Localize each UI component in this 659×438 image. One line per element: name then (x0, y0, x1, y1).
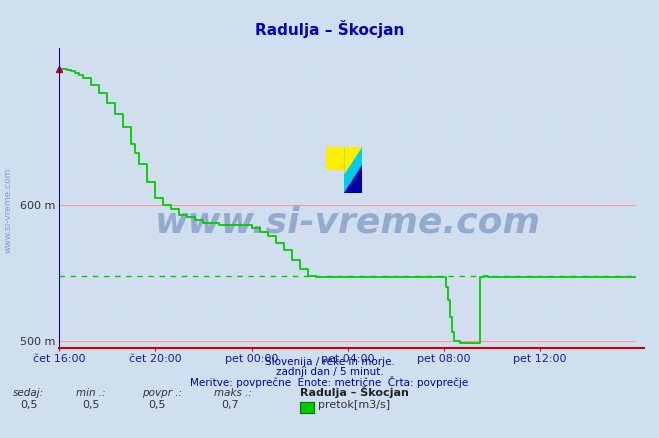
Text: pretok[m3/s]: pretok[m3/s] (318, 400, 390, 410)
Text: Slovenija / reke in morje.: Slovenija / reke in morje. (264, 357, 395, 367)
Text: www.si-vreme.com: www.si-vreme.com (3, 168, 13, 253)
Text: sedaj:: sedaj: (13, 388, 44, 398)
Text: 0,5: 0,5 (82, 400, 100, 410)
Text: maks .:: maks .: (214, 388, 252, 398)
Text: Radulja – Škocjan: Radulja – Škocjan (300, 386, 409, 398)
Bar (326, 147, 344, 170)
Text: min .:: min .: (76, 388, 105, 398)
Text: 0,5: 0,5 (148, 400, 166, 410)
Text: Meritve: povprečne  Enote: metrične  Črta: povprečje: Meritve: povprečne Enote: metrične Črta:… (190, 376, 469, 388)
Text: zadnji dan / 5 minut.: zadnji dan / 5 minut. (275, 367, 384, 377)
Text: 0,7: 0,7 (221, 400, 239, 410)
Polygon shape (344, 165, 362, 193)
Polygon shape (344, 147, 362, 174)
Bar (344, 147, 362, 193)
Text: 0,5: 0,5 (20, 400, 38, 410)
Text: www.si-vreme.com: www.si-vreme.com (155, 205, 540, 239)
Text: Radulja – Škocjan: Radulja – Škocjan (255, 20, 404, 38)
Text: povpr .:: povpr .: (142, 388, 182, 398)
